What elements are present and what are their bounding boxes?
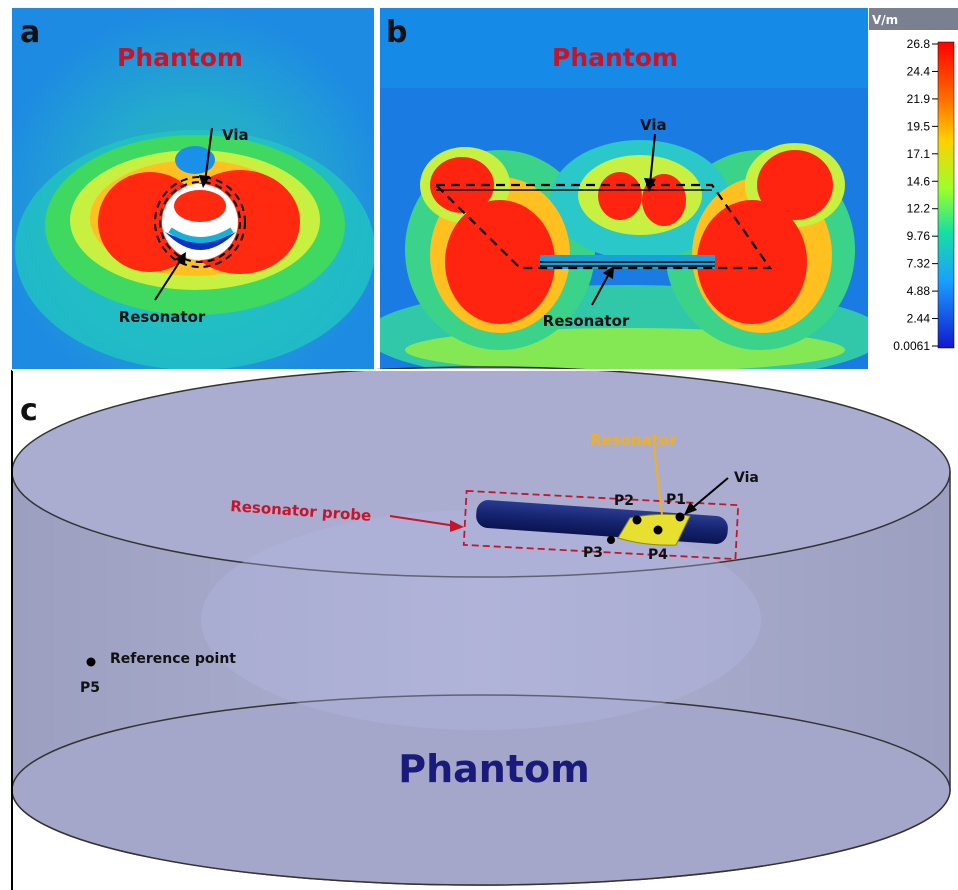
panel-c-phantom-label: Phantom: [398, 747, 589, 791]
point-p2: [632, 515, 642, 525]
panel-c-label: c: [20, 393, 38, 428]
colorbar-tick-label: 19.5: [907, 119, 931, 133]
colorbar-tick-label: 12.2: [907, 202, 931, 216]
reference-point-label: Reference point: [110, 651, 236, 667]
via-arrow: [689, 477, 729, 511]
panel-b-via-arrow: [649, 133, 656, 185]
colorbar-tick-label: 2.44: [907, 312, 931, 326]
label-p2: P2: [614, 493, 634, 509]
panel-b-resonator-arrow: [591, 271, 611, 306]
panel-b-title: Phantom: [552, 43, 678, 72]
panel-a-title: Phantom: [117, 43, 243, 72]
point-p4: [653, 525, 663, 535]
panel-c-illustration: [11, 366, 958, 890]
probe-box: [462, 489, 740, 561]
label-p3: P3: [583, 545, 603, 561]
label-p1: P1: [666, 492, 686, 508]
colorbar-tick-label: 9.76: [907, 229, 931, 243]
colorbar-ticks: 26.8 24.4 21.9 19.5 17.1 14.6 12.2 9.76 7.32 4.88…: [893, 37, 938, 353]
colorbar-tick-label: 24.4: [907, 64, 931, 78]
colorbar-gradient: [937, 41, 955, 349]
colorbar-tick-label: 21.9: [907, 92, 931, 106]
label-p5: P5: [80, 680, 100, 696]
colorbar: V/m 26.8 24.4 21.9 19.5 17.1 14.6 12.2 9.76 7.32…: [869, 8, 958, 370]
point-p1: [675, 512, 685, 522]
panel-a-via-label: Via: [222, 126, 249, 144]
point-p5: [86, 657, 96, 667]
colorbar-unit: V/m: [872, 13, 898, 27]
panel-a-field-map: Phantom Via Resonator: [12, 8, 374, 370]
point-p3: [607, 536, 615, 544]
panel-b-resonator-label: Resonator: [543, 312, 630, 330]
colorbar-tick-label: 26.8: [907, 37, 931, 51]
panel-b-label: b: [386, 15, 407, 50]
panel-b-field-map: Phantom Via Resonator: [380, 8, 868, 370]
colorbar-tick-label: 17.1: [907, 147, 931, 161]
label-p4: P4: [648, 547, 668, 563]
panel-a-label: a: [20, 15, 40, 50]
colorbar-tick-label: 14.6: [907, 174, 931, 188]
colorbar-tick-label: 0.0061: [893, 339, 930, 353]
resonator-arrow: [653, 445, 663, 516]
panel-a-resonator-label: Resonator: [119, 308, 206, 326]
colorbar-tick-label: 7.32: [907, 257, 931, 271]
panel-c-resonator-label: Resonator: [590, 431, 677, 449]
colorbar-tick-label: 4.88: [907, 284, 931, 298]
panel-b-via-label: Via: [640, 116, 667, 134]
panel-a-resonator-arrow: [154, 257, 183, 301]
panel-c-via-label: Via: [734, 470, 759, 486]
panel-a-via-arrow: [204, 127, 213, 183]
probe-arrow: [389, 515, 457, 527]
